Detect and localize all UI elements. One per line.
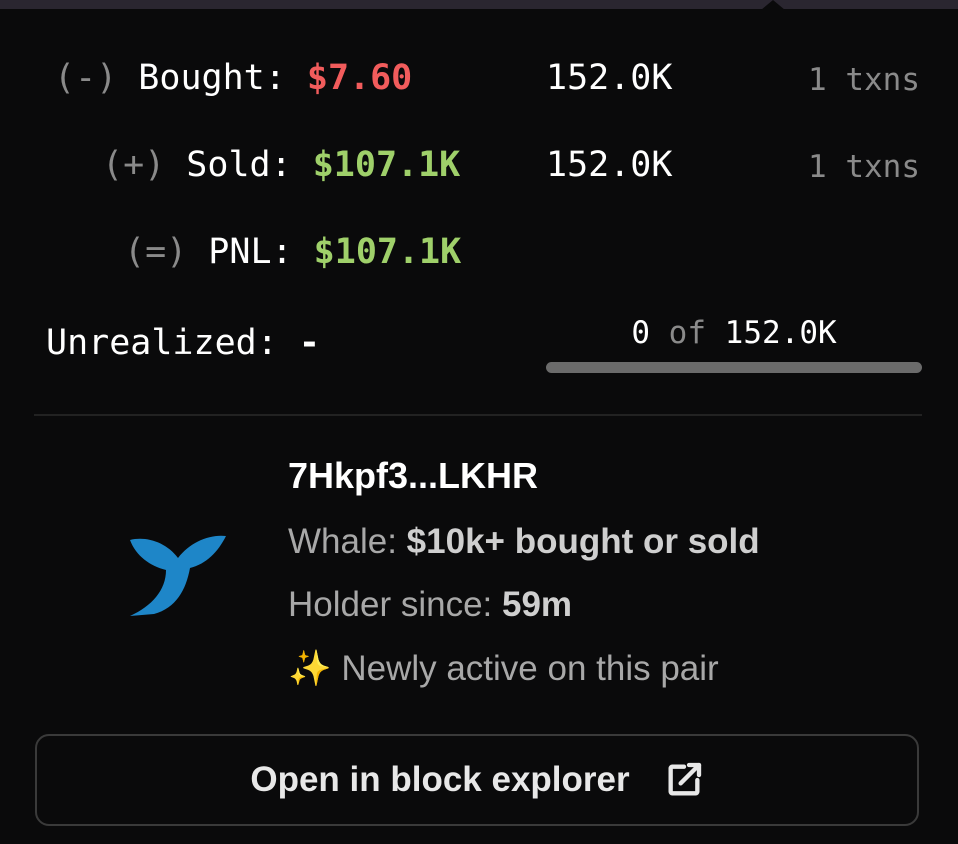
- holder-value: 59m: [502, 585, 573, 624]
- sold-value: $107.1K: [312, 145, 461, 185]
- bought-value: $7.60: [306, 58, 413, 98]
- whale-icon: [130, 535, 226, 616]
- total-amount: 152.0K: [724, 315, 837, 351]
- sold-sign: (+): [102, 145, 166, 185]
- sold-amount: 152.0K: [546, 145, 673, 185]
- wallet-address[interactable]: 7Hkpf3...LKHR: [288, 455, 539, 496]
- top-bar: [0, 0, 958, 9]
- bought-row: (-) Bought: $7.60: [54, 58, 412, 98]
- unrealized-row: Unrealized: -: [46, 323, 320, 363]
- holder-label: Holder since:: [288, 585, 493, 624]
- pnl-row: (=) PNL: $107.1K: [124, 232, 461, 272]
- sold-txns: 1 txns: [808, 149, 920, 185]
- holder-line: Holder since: 59m: [288, 585, 572, 625]
- unrealized-value: -: [298, 323, 320, 363]
- unrealized-label: Unrealized:: [46, 323, 278, 363]
- pnl-value: $107.1K: [313, 232, 462, 272]
- new-line: ✨ Newly active on this pair: [288, 648, 719, 689]
- bought-sign: (-): [54, 58, 118, 98]
- holdings-progress-bar: [546, 362, 922, 373]
- external-link-icon: [668, 762, 701, 796]
- held-amount: 0: [631, 315, 650, 351]
- whale-line: Whale: $10k+ bought or sold: [288, 522, 760, 562]
- button-label: Open in block explorer: [250, 760, 630, 799]
- of-label: of: [668, 315, 706, 351]
- sold-row: (+) Sold: $107.1K: [102, 145, 460, 185]
- bought-amount: 152.0K: [546, 58, 673, 98]
- open-block-explorer-button[interactable]: Open in block explorer: [35, 734, 919, 826]
- new-text: Newly active on this pair: [341, 649, 719, 688]
- sold-label: Sold:: [186, 145, 292, 185]
- bought-txns: 1 txns: [808, 62, 920, 98]
- whale-label: Whale:: [288, 522, 397, 561]
- divider: [34, 414, 922, 416]
- tooltip-caret: [761, 0, 785, 10]
- whale-value: $10k+ bought or sold: [406, 522, 760, 561]
- pnl-label: PNL:: [208, 232, 293, 272]
- sparkles-icon: ✨: [288, 649, 332, 688]
- holdings-readout: 0 of 152.0K: [546, 313, 922, 353]
- bought-label: Bought:: [138, 58, 286, 98]
- pnl-sign: (=): [124, 232, 188, 272]
